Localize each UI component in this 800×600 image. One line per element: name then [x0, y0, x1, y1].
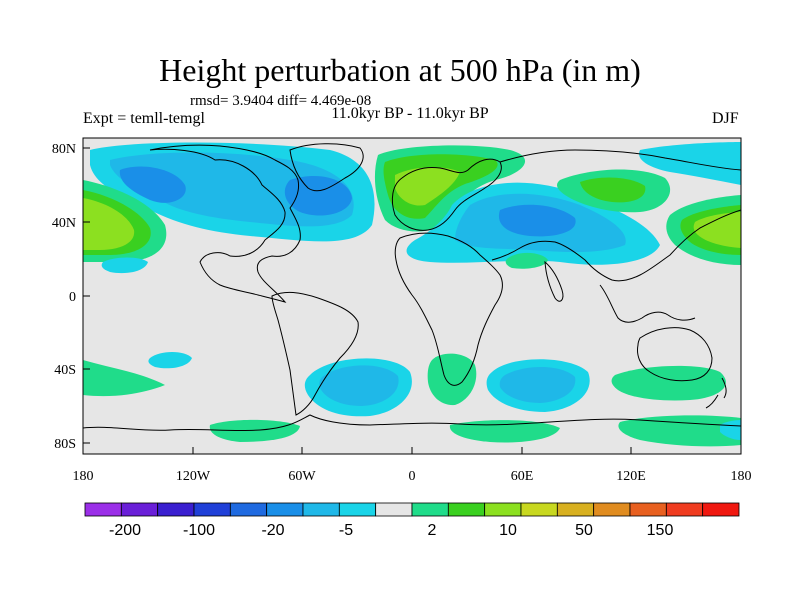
- colorbar-box-13: [556, 502, 595, 517]
- colorbar-box-7: [338, 502, 377, 517]
- contour-pos-antarctic-1: [209, 419, 300, 442]
- lat-label-40n: 40N: [52, 216, 76, 231]
- colorbar-box-8: [375, 502, 413, 517]
- coastlines: [83, 143, 741, 432]
- colorbar-labels: -200 -100 -20 -5 2 10 50 150: [109, 522, 673, 539]
- lon-label-120e: 120E: [616, 469, 646, 484]
- lon-label-60e: 60E: [511, 469, 534, 484]
- lon-axis: 180 120W 60W 0 60E 120E 180: [73, 447, 752, 484]
- colorbar-box-14: [593, 502, 631, 517]
- colorbar-box-9: [411, 502, 449, 517]
- map-title: Height perturbation at 500 hPa (in m): [159, 52, 641, 88]
- period-label: 11.0kyr BP - 11.0kyr BP: [331, 105, 489, 122]
- contour-neg-north-america-core: [284, 176, 352, 216]
- coast-greenland: [289, 143, 364, 192]
- lat-axis: 80N 40N 0 40S 80S: [52, 142, 90, 452]
- contour-pos-australia-south: [611, 365, 726, 401]
- contour-pos-east-asia-core: [580, 177, 646, 203]
- lat-label-eq: 0: [69, 290, 76, 305]
- colorbar-box-3: [193, 502, 231, 517]
- lon-label-60w: 60W: [288, 469, 316, 484]
- colorbar-box-6: [302, 502, 340, 517]
- contour-neg-pacific: [119, 166, 186, 203]
- coast-india: [544, 260, 564, 302]
- lat-label-80n: 80N: [52, 142, 76, 157]
- contour-neg-south-pacific-small: [148, 352, 192, 369]
- lat-label-80s: 80S: [54, 437, 76, 452]
- lon-label-180e: 180: [731, 469, 752, 484]
- contour-pos-south-africa: [427, 353, 477, 406]
- contour-pos-antarctic-3: [618, 415, 741, 447]
- lon-label-180w: 180: [73, 469, 94, 484]
- stats-label: rmsd= 3.9404 diff= 4.469e-08: [190, 93, 372, 109]
- lon-label-120w: 120W: [176, 469, 211, 484]
- colorbar-label-neg100: -100: [183, 522, 215, 539]
- contour-pos-small-arabia: [505, 252, 548, 269]
- colorbar-box-2: [157, 502, 195, 517]
- coast-south-america: [271, 291, 359, 416]
- season-label: DJF: [712, 110, 739, 127]
- colorbar-box-10: [447, 502, 486, 517]
- coast-antarctica: [83, 414, 741, 432]
- lon-label-0: 0: [409, 469, 416, 484]
- lat-label-40s: 40S: [54, 363, 76, 378]
- contour-neg-asia-core: [498, 204, 576, 237]
- colorbar-label-neg5: -5: [339, 522, 353, 539]
- colorbar-label-neg20: -20: [261, 522, 284, 539]
- colorbar-box-1: [120, 502, 159, 517]
- colorbar-label-neg200: -200: [109, 522, 141, 539]
- colorbar-box-4: [229, 502, 268, 517]
- colorbar-label-150: 150: [647, 522, 674, 539]
- contour-pos-antarctic-2: [449, 420, 560, 443]
- colorbar-box-11: [484, 502, 522, 517]
- coast-new-zealand: [705, 377, 727, 409]
- coast-north-america: [149, 144, 301, 303]
- coast-asia: [491, 149, 741, 282]
- contour-neg-south-atlantic-mid: [319, 365, 399, 406]
- contour-pos-south-tail: [83, 360, 165, 397]
- coast-africa: [394, 232, 503, 386]
- contour-neg-small-pacific: [101, 257, 148, 274]
- colorbar-box-12: [520, 502, 558, 517]
- coast-australia: [637, 327, 713, 382]
- colorbar-label-50: 50: [575, 522, 593, 539]
- contour-pos-north-pacific-core: [83, 198, 135, 250]
- colorbar: [84, 502, 740, 517]
- contour-neg-south-indian-mid: [499, 366, 576, 403]
- contour-neg-north-pacific-east: [639, 142, 741, 185]
- colorbar-box-16: [665, 502, 704, 517]
- colorbar-label-10: 10: [499, 522, 517, 539]
- coast-southeast-asia: [599, 284, 696, 323]
- experiment-label: Expt = temll-temgl: [83, 110, 205, 127]
- colorbar-box-15: [629, 502, 667, 517]
- colorbar-label-2: 2: [428, 522, 437, 539]
- colorbar-box-5: [266, 502, 304, 517]
- contour-pos-far-east-core: [693, 212, 741, 248]
- colorbar-box-17: [702, 502, 740, 517]
- contour-field: [83, 138, 741, 454]
- contour-pos-europe-core: [395, 167, 460, 206]
- colorbar-box-0: [84, 502, 122, 517]
